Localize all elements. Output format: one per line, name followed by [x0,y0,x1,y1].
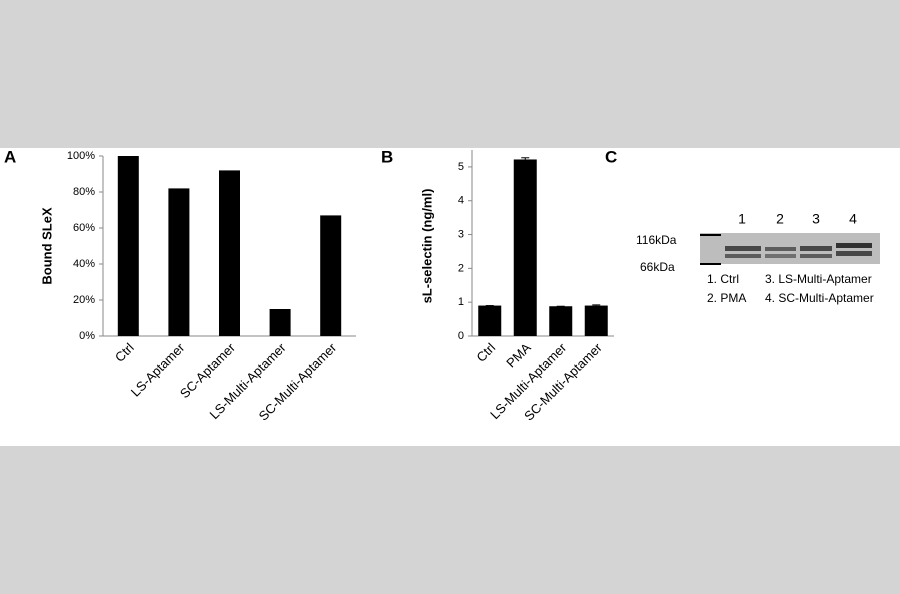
y-tick-label: 40% [73,258,95,270]
band [800,254,832,258]
band [725,254,761,258]
y-tick-label: 0 [458,330,464,342]
bar [549,306,573,336]
band [800,246,832,251]
y-tick-label: 2 [458,262,464,274]
y-axis-label: Bound SLeX [39,207,54,285]
panel-label: B [381,147,393,166]
band [765,254,796,258]
y-tick-label: 80% [73,186,95,198]
band [725,246,761,251]
lane-label: 3 [812,211,820,227]
marker-label: 66kDa [640,260,675,274]
y-tick-label: 60% [73,222,95,234]
y-tick-label: 0% [79,330,95,342]
y-tick-label: 100% [67,150,95,162]
y-axis-label: sL-selectin (ng/ml) [419,189,434,304]
bar [478,305,502,336]
panel-label: A [4,147,16,166]
band [765,247,796,251]
y-tick-label: 1 [458,296,464,308]
bar [584,305,608,336]
marker-label: 116kDa [636,233,677,247]
blot: 1 2 3 4 116kDa 66kDa 1. Ctrl 2. PMA 3. L… [636,211,880,305]
bar [269,309,291,336]
y-tick-label: 20% [73,294,95,306]
bar [168,188,190,336]
legend-entry: 3. LS-Multi-Aptamer [765,272,872,286]
lane-label: 2 [776,211,784,227]
y-tick-label: 5 [458,161,464,173]
y-tick-label: 4 [458,195,464,207]
band [836,243,872,248]
bar [320,215,342,336]
bar [513,159,537,336]
lane-label: 1 [738,211,746,227]
bar [219,170,240,336]
legend-entry: 2. PMA [707,291,746,305]
legend-entry: 1. Ctrl [707,272,739,286]
panel-label: C [605,147,617,166]
y-tick-label: 3 [458,228,464,240]
legend-entry: 4. SC-Multi-Aptamer [765,291,874,305]
band [836,251,872,256]
lane-label: 4 [849,211,857,227]
figure-area [0,148,900,446]
bar [117,156,139,336]
